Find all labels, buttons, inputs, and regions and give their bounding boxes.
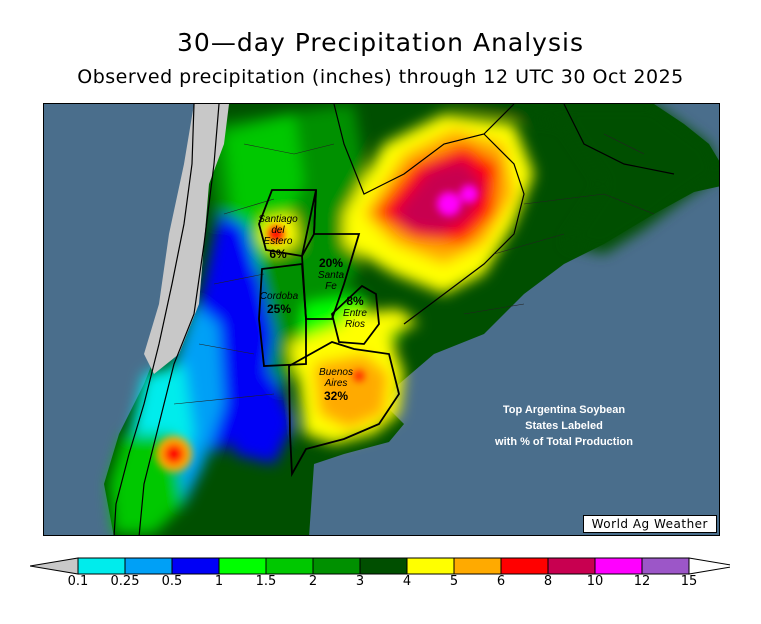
legend-swatch — [500, 557, 549, 575]
legend-low-arrow — [30, 557, 79, 575]
soybean-note: Top Argentina Soybean States Labeled wit… — [495, 404, 633, 448]
province-label-buenos-aires: Buenos Aires 32% — [308, 367, 364, 403]
province-pct-santiago-del-estero: 6% — [269, 247, 287, 261]
legend-high-arrow — [688, 557, 730, 575]
legend-swatch — [406, 557, 455, 575]
province-label-santiago-del-estero: Santiago del Estero 6% — [248, 214, 308, 261]
map-canvas — [44, 104, 719, 535]
soybean-province-outlines — [258, 189, 400, 478]
map-subtitle: Observed precipitation (inches) through … — [77, 66, 684, 88]
santa-fe-outline — [301, 189, 361, 320]
legend-swatch — [312, 557, 361, 575]
province-pct-cordoba: 25% — [266, 302, 292, 316]
legend-tick-labels: 0.1 0.25 0.5 1 1.5 2 3 4 5 6 8 10 12 15 — [0, 574, 761, 594]
legend-tick-label: 5 — [449, 574, 459, 589]
legend-tick-label: 0.25 — [110, 574, 140, 589]
legend-swatch — [359, 557, 408, 575]
legend-swatch — [641, 557, 690, 575]
province-label-cordoba: Cordoba 25% — [249, 291, 309, 316]
chile-coast — [113, 104, 195, 535]
color-legend — [30, 557, 730, 575]
precipitation-map: Santiago del Estero 6% 20% Santa Fe Cord… — [43, 103, 720, 536]
country-borders — [138, 104, 675, 535]
andes-dry-area — [144, 104, 229, 374]
legend-swatch — [171, 557, 220, 575]
legend-swatch — [77, 557, 126, 575]
province-pct-santa-fe: 20% — [318, 256, 344, 270]
legend-tick-label: 0.5 — [161, 574, 183, 589]
legend-tick-label: 4 — [402, 574, 412, 589]
legend-swatch — [124, 557, 173, 575]
legend-tick-label: 1.5 — [255, 574, 277, 589]
entre-rios-outline — [330, 284, 380, 345]
province-label-santa-fe: 20% Santa Fe — [306, 256, 356, 292]
legend-tick-label: 6 — [496, 574, 506, 589]
province-borders — [173, 133, 655, 405]
province-pct-entre-rios: 8% — [346, 294, 364, 308]
legend-tick-label: 8 — [543, 574, 553, 589]
map-title: 30—day Precipitation Analysis — [177, 28, 584, 57]
legend-tick-label: 3 — [355, 574, 365, 589]
province-label-entre-rios: 8% Entre Rios — [332, 294, 378, 330]
legend-swatch — [547, 557, 596, 575]
cordoba-outline — [258, 262, 307, 367]
legend-tick-label: 10 — [586, 574, 604, 589]
legend-tick-label: 2 — [308, 574, 318, 589]
legend-tick-label: 12 — [633, 574, 651, 589]
legend-tick-label: 0.1 — [67, 574, 89, 589]
legend-tick-label: 15 — [680, 574, 698, 589]
legend-swatch — [594, 557, 643, 575]
brand-label: World Ag Weather — [582, 515, 717, 533]
province-pct-buenos-aires: 32% — [323, 389, 349, 403]
legend-tick-label: 1 — [214, 574, 224, 589]
buenos-aires-outline — [288, 341, 400, 478]
legend-swatch — [265, 557, 314, 575]
legend-swatch — [218, 557, 267, 575]
legend-swatch — [453, 557, 502, 575]
